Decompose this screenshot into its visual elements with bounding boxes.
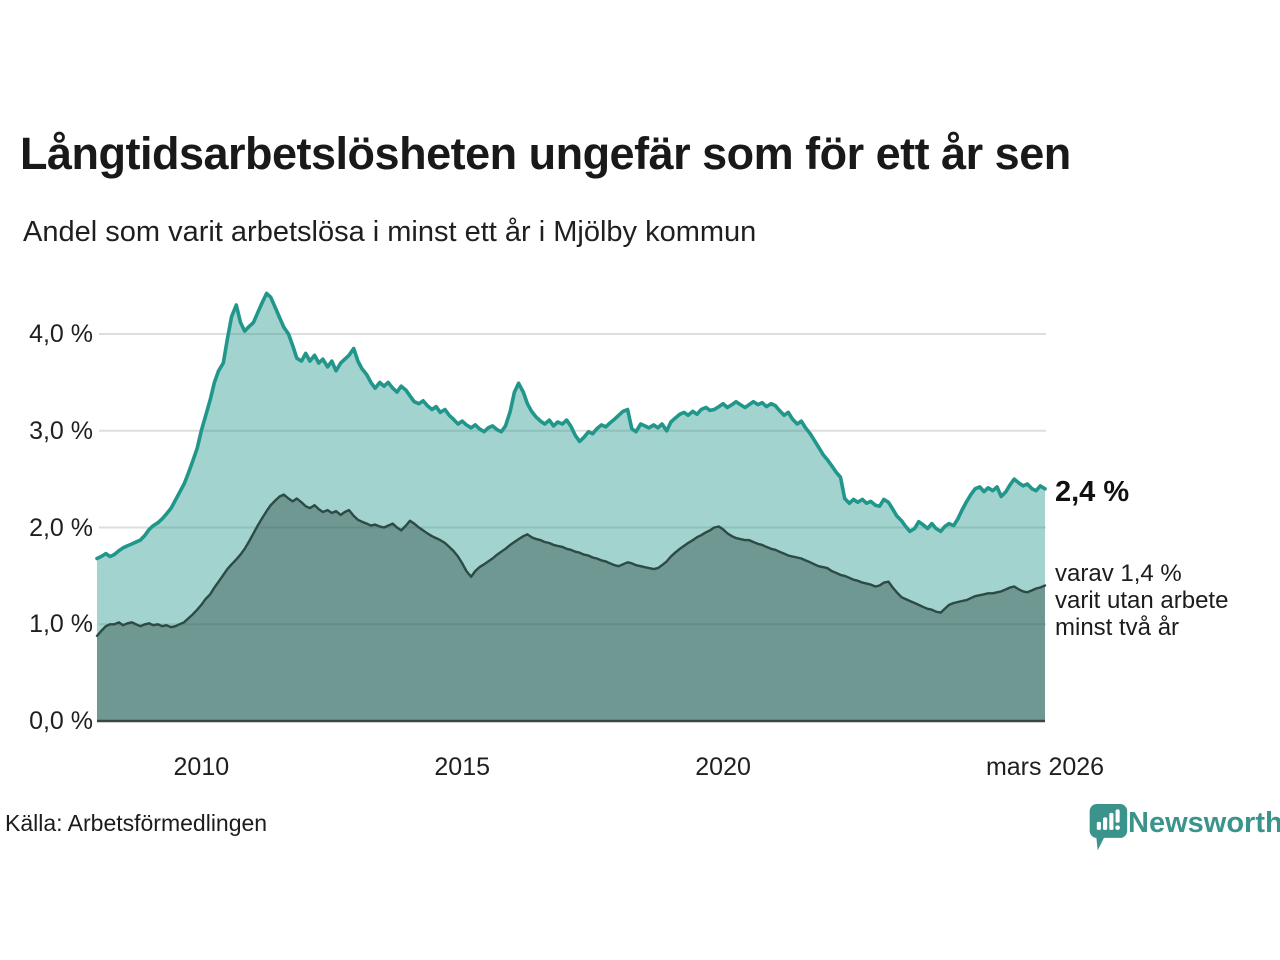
y-tick-label: 3,0 % [29, 416, 93, 445]
y-tick-label: 0,0 % [29, 707, 93, 735]
page-title: Långtidsarbetslösheten ungefär som för e… [20, 128, 1071, 179]
subset-label-line2: varit utan arbete [1055, 587, 1229, 614]
newsworthy-logo-icon [1089, 804, 1128, 851]
line-total-unemployed-one-year [95, 291, 1047, 561]
subset-label-line1: varav 1,4 % [1055, 560, 1182, 587]
latest-value-label: 2,4 % [1055, 476, 1130, 508]
area-unemployed-two-years [97, 494, 1045, 721]
area-total-unemployed-one-year [97, 293, 1045, 721]
chart-subtitle: Andel som varit arbetslösa i minst ett å… [23, 216, 757, 248]
source-attribution: Källa: Arbetsförmedlingen [5, 810, 268, 836]
x-tick-label: 2010 [173, 753, 230, 781]
subset-value-label: varav 1,4 % varit utan arbete minst två … [1055, 560, 1228, 641]
x-tick-label: 2020 [695, 753, 751, 781]
y-tick-label: 2,0 % [29, 513, 93, 542]
subset-label-line3: minst två år [1055, 614, 1180, 641]
x-tick-label: 2015 [434, 753, 491, 781]
y-tick-label: 1,0 % [29, 610, 93, 639]
y-tick-label: 4,0 % [29, 320, 93, 348]
newsworthy-logo-text: Newsworthy [1128, 807, 1280, 839]
line-unemployed-two-years [95, 493, 1047, 638]
x-tick-label: mars 2026 [985, 753, 1105, 781]
